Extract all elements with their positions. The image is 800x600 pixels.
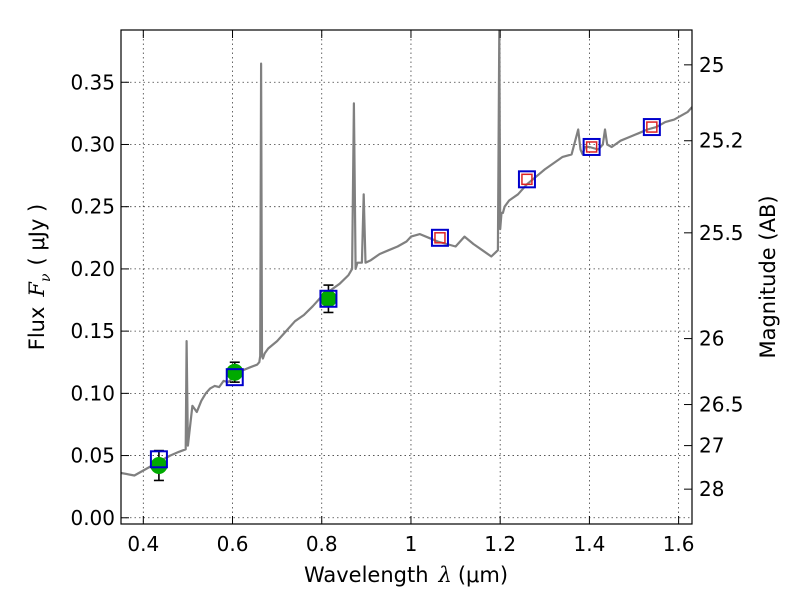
model-square — [430, 228, 449, 247]
model-square — [517, 170, 536, 189]
model-square — [582, 137, 601, 156]
y-axis-label: FluxFν( μJy ) — [25, 204, 54, 350]
y-tick-label: 0.00 — [70, 506, 115, 530]
x-tick-label: 0.6 — [217, 532, 249, 556]
x-tick-label: 1.6 — [663, 532, 695, 556]
y-tick-label: 0.35 — [70, 70, 115, 94]
y-tick-label: 0.20 — [70, 257, 115, 281]
spectrum-line — [121, 30, 692, 477]
model-square — [149, 450, 168, 469]
y2-tick-label: 26.5 — [699, 393, 744, 417]
x-tick-label: 1 — [405, 532, 418, 556]
model-inner-square — [646, 121, 658, 133]
y-tick-label: 0.30 — [70, 132, 115, 156]
y2-tick-label: 27 — [699, 434, 724, 458]
model-square — [225, 368, 244, 387]
y-tick-label: 0.10 — [70, 381, 115, 405]
observed-point — [226, 363, 244, 381]
y-tick-label: 0.05 — [70, 444, 115, 468]
x-axis-label: Wavelength λ (μm) — [304, 563, 508, 587]
y2-tick-label: 28 — [699, 477, 724, 501]
x-tick-label: 0.8 — [306, 532, 338, 556]
plot-area — [121, 30, 692, 482]
x-tick-label: 0.4 — [127, 532, 159, 556]
y2-tick-label: 25.5 — [699, 221, 744, 245]
x-tick-label: 1.2 — [484, 532, 516, 556]
axis-ticks — [121, 30, 692, 524]
y-tick-label: 0.15 — [70, 319, 115, 343]
observed-point — [150, 457, 168, 475]
model-inner-square — [521, 173, 533, 186]
y2-tick-label: 25 — [699, 53, 724, 77]
x-tick-label: 1.4 — [573, 532, 605, 556]
model-square — [319, 289, 338, 308]
y2-axis-label: Magnitude (AB) — [756, 195, 780, 358]
y2-tick-label: 25.2 — [699, 129, 744, 153]
model-inner-square — [585, 141, 598, 153]
model-square — [642, 118, 661, 137]
y2-tick-label: 26 — [699, 327, 724, 351]
grid-lines — [121, 30, 692, 524]
model-inner-square — [434, 232, 446, 244]
plot-frame — [120, 29, 693, 525]
y-tick-label: 0.25 — [70, 195, 115, 219]
observed-point — [319, 290, 337, 308]
tick-labels: 0.4 0.6 0.8 1 1.2 1.4 1.6 0.00 0.05 0.10 0.15 0.20 0… — [70, 53, 743, 556]
